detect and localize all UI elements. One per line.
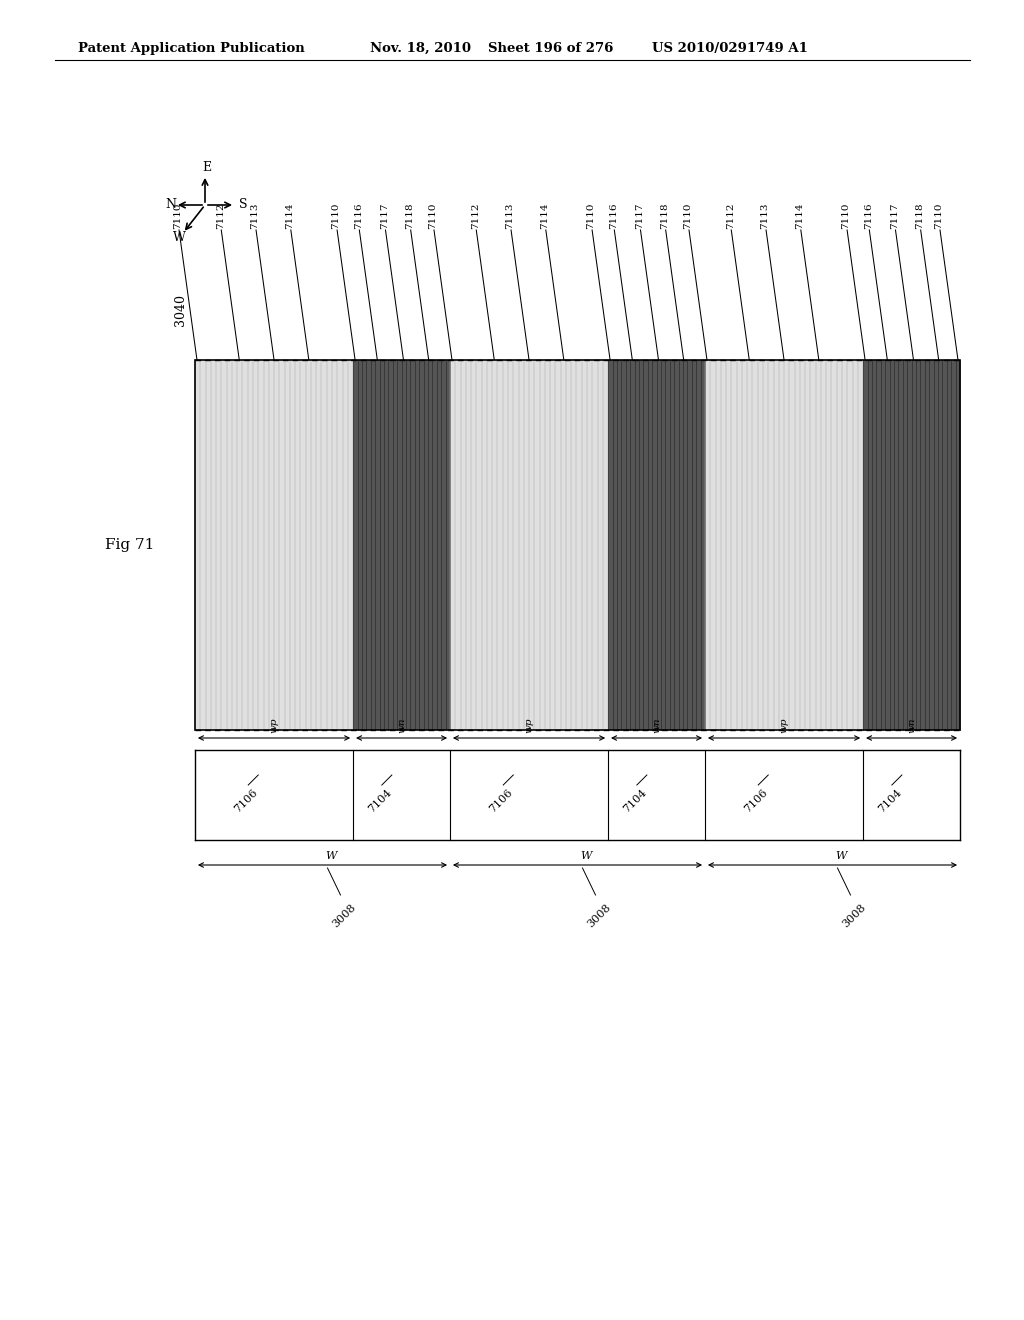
Text: 7114: 7114 bbox=[286, 202, 294, 228]
Text: 7116: 7116 bbox=[609, 202, 617, 228]
Text: 7114: 7114 bbox=[541, 202, 549, 228]
Text: 7117: 7117 bbox=[890, 202, 899, 228]
Text: 7106: 7106 bbox=[742, 787, 770, 814]
Text: W: W bbox=[173, 231, 185, 244]
Text: 7110: 7110 bbox=[428, 202, 437, 228]
Text: 7106: 7106 bbox=[487, 787, 515, 814]
Text: 3008: 3008 bbox=[841, 902, 868, 929]
Text: 3008: 3008 bbox=[586, 902, 613, 929]
Text: Nov. 18, 2010: Nov. 18, 2010 bbox=[370, 42, 471, 55]
Text: W: W bbox=[325, 851, 336, 861]
Text: wn: wn bbox=[652, 718, 662, 733]
Text: 7110: 7110 bbox=[173, 202, 182, 228]
Text: 7104: 7104 bbox=[877, 787, 903, 814]
Text: wn: wn bbox=[397, 718, 407, 733]
Bar bbox=[353, 360, 450, 730]
Text: E: E bbox=[203, 161, 212, 174]
Text: wp: wp bbox=[269, 718, 279, 733]
Text: 7112: 7112 bbox=[216, 202, 225, 228]
Text: 7117: 7117 bbox=[380, 202, 389, 228]
Text: S: S bbox=[239, 198, 248, 211]
Bar bbox=[195, 360, 961, 730]
Text: W: W bbox=[835, 851, 846, 861]
Text: 7112: 7112 bbox=[471, 202, 480, 228]
Text: 7113: 7113 bbox=[251, 202, 259, 228]
Text: 7110: 7110 bbox=[935, 202, 943, 228]
Text: Patent Application Publication: Patent Application Publication bbox=[78, 42, 305, 55]
Text: 7118: 7118 bbox=[660, 202, 669, 228]
Text: 7117: 7117 bbox=[635, 202, 644, 228]
Text: wn: wn bbox=[907, 718, 916, 733]
Text: 7104: 7104 bbox=[367, 787, 393, 814]
Bar bbox=[608, 360, 705, 730]
Text: 7106: 7106 bbox=[232, 787, 260, 814]
Text: 7110: 7110 bbox=[683, 202, 692, 228]
Bar bbox=[195, 360, 353, 730]
Bar bbox=[705, 360, 863, 730]
Text: 7118: 7118 bbox=[406, 202, 414, 228]
Text: 7110: 7110 bbox=[587, 202, 596, 228]
Bar bbox=[863, 360, 961, 730]
Text: Sheet 196 of 276: Sheet 196 of 276 bbox=[488, 42, 613, 55]
Text: wp: wp bbox=[524, 718, 534, 733]
Text: 7110: 7110 bbox=[842, 202, 851, 228]
Text: Fig 71: Fig 71 bbox=[105, 539, 155, 552]
Text: 7104: 7104 bbox=[622, 787, 648, 814]
Text: N: N bbox=[165, 198, 176, 211]
Text: 7114: 7114 bbox=[796, 202, 804, 228]
Text: 7118: 7118 bbox=[915, 202, 925, 228]
Text: 7113: 7113 bbox=[761, 202, 770, 228]
Text: 7116: 7116 bbox=[354, 202, 362, 228]
Text: US 2010/0291749 A1: US 2010/0291749 A1 bbox=[652, 42, 808, 55]
Text: 7113: 7113 bbox=[506, 202, 514, 228]
Text: 3040: 3040 bbox=[174, 294, 187, 326]
Bar bbox=[450, 360, 608, 730]
Text: 3008: 3008 bbox=[331, 902, 358, 929]
Text: W: W bbox=[580, 851, 591, 861]
Text: wp: wp bbox=[779, 718, 788, 733]
Text: 7110: 7110 bbox=[332, 202, 341, 228]
Text: 7116: 7116 bbox=[864, 202, 872, 228]
Text: 7112: 7112 bbox=[726, 202, 735, 228]
